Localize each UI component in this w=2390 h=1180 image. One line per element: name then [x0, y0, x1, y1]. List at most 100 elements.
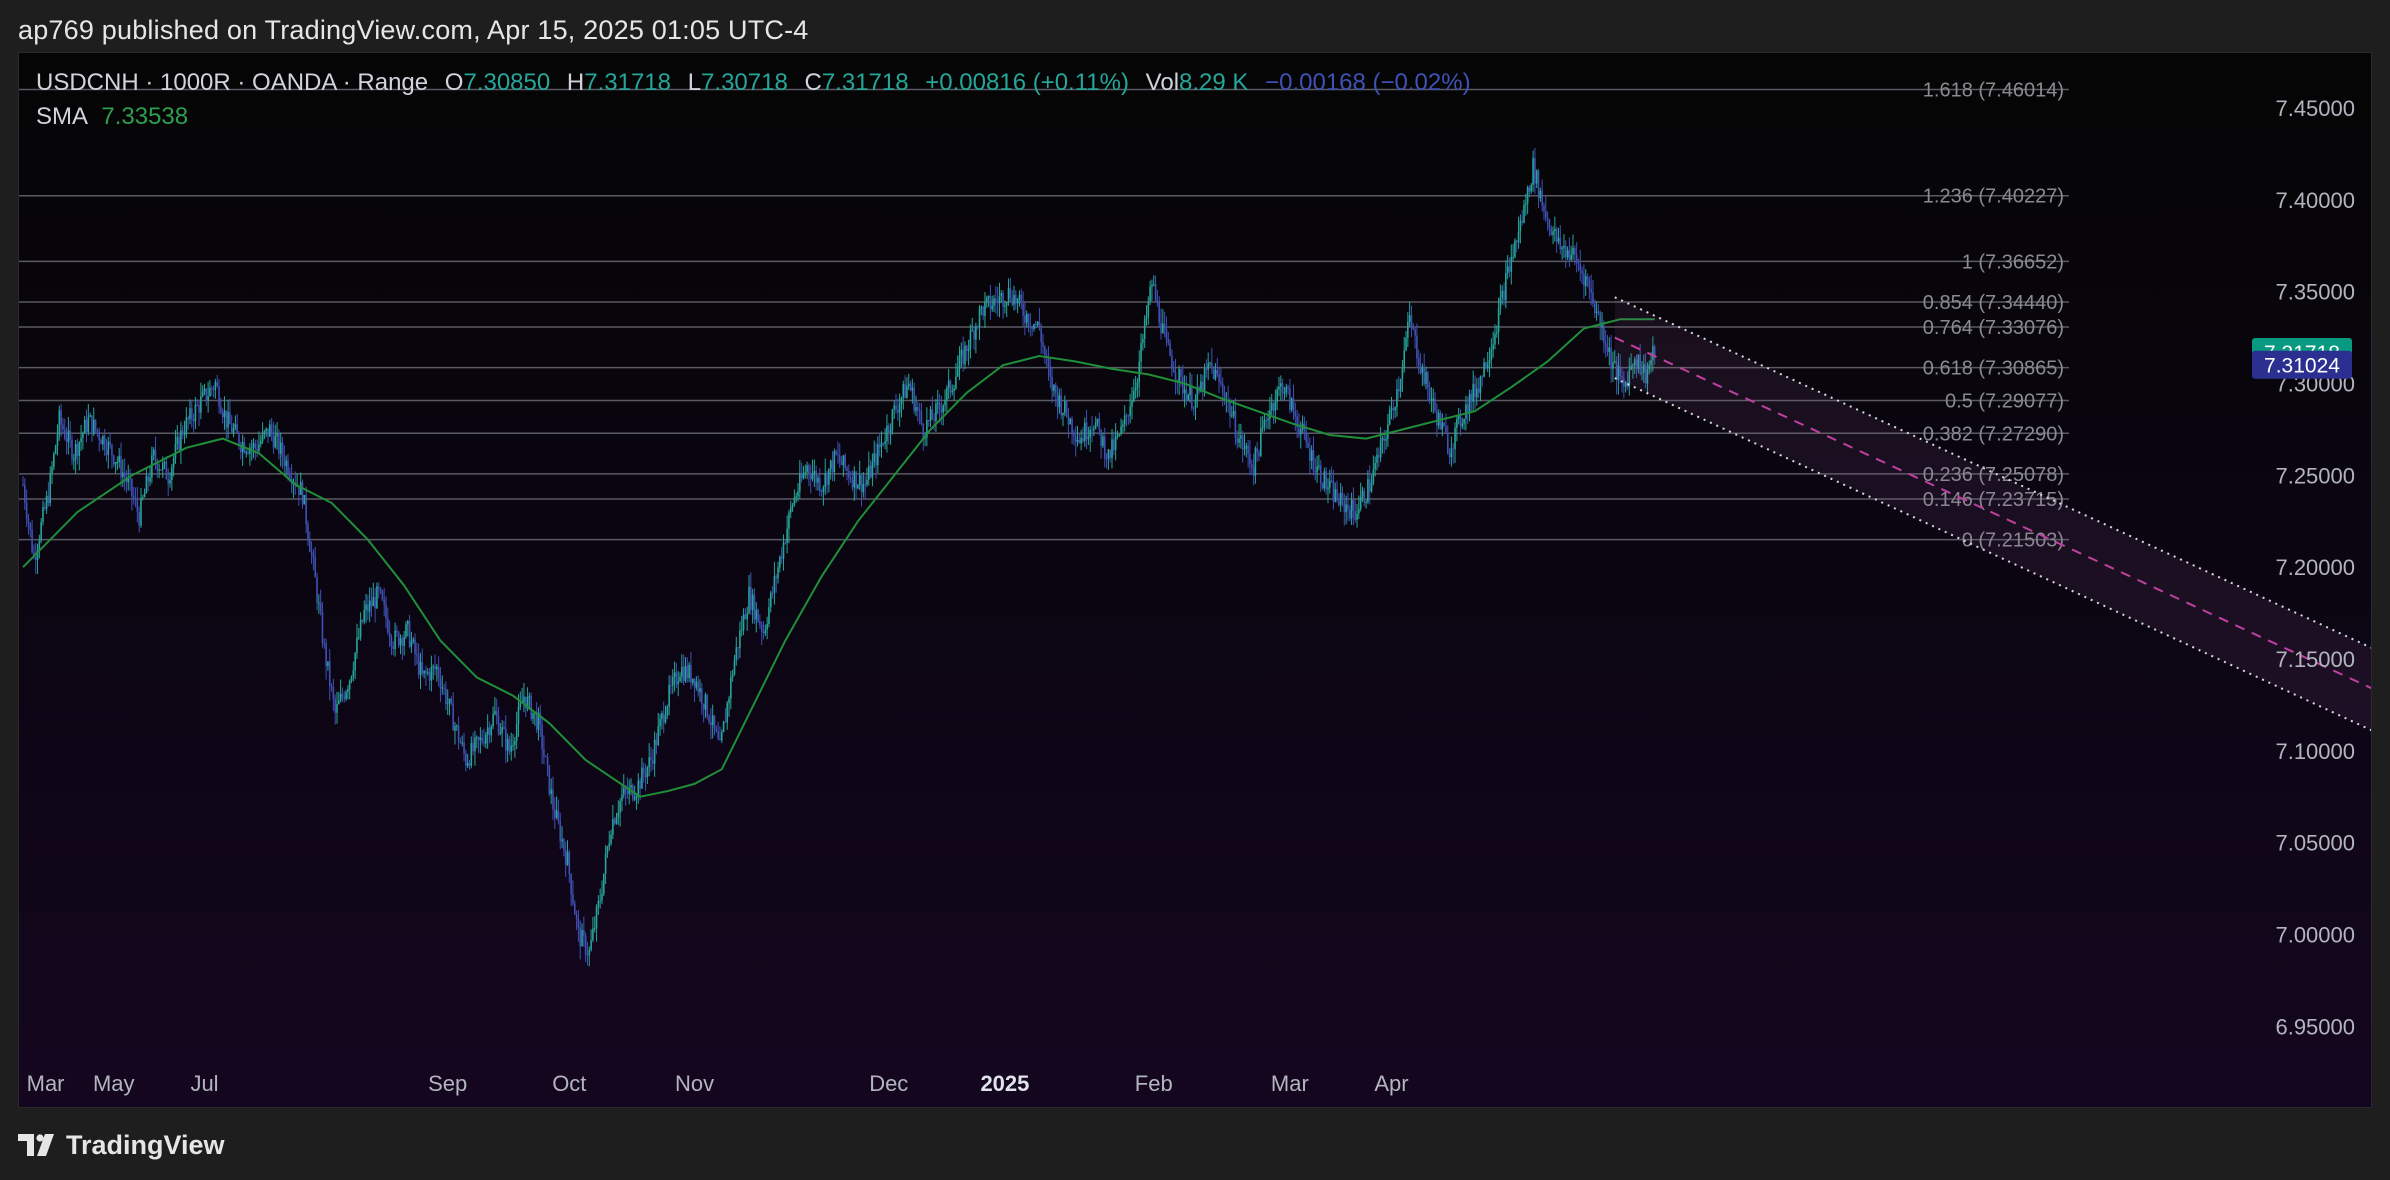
candle[interactable]	[470, 736, 473, 769]
candle[interactable]	[1285, 383, 1288, 398]
candle[interactable]	[1597, 304, 1600, 316]
candle[interactable]	[87, 403, 90, 436]
candle[interactable]	[833, 448, 836, 482]
candle[interactable]	[192, 413, 195, 434]
candle[interactable]	[853, 466, 856, 501]
candle[interactable]	[1289, 378, 1291, 414]
candle[interactable]	[343, 691, 346, 703]
candle[interactable]	[1506, 255, 1509, 280]
candle[interactable]	[1054, 382, 1057, 407]
candle[interactable]	[189, 399, 191, 425]
candle[interactable]	[967, 339, 970, 366]
candle[interactable]	[345, 689, 347, 702]
candle[interactable]	[134, 487, 137, 508]
candle[interactable]	[136, 486, 139, 523]
candle[interactable]	[1403, 336, 1406, 373]
candle[interactable]	[1474, 375, 1476, 410]
candle[interactable]	[1485, 361, 1487, 370]
candle[interactable]	[283, 445, 286, 475]
candle[interactable]	[882, 442, 885, 447]
candle[interactable]	[661, 710, 663, 730]
candle[interactable]	[1339, 483, 1342, 512]
candle[interactable]	[1505, 260, 1507, 309]
candle[interactable]	[305, 486, 307, 534]
candle[interactable]	[1593, 299, 1596, 318]
candle[interactable]	[1550, 225, 1553, 236]
candle[interactable]	[1123, 405, 1126, 432]
candle[interactable]	[1125, 413, 1128, 427]
candle[interactable]	[969, 324, 972, 359]
candle[interactable]	[394, 622, 396, 657]
candle[interactable]	[523, 682, 525, 713]
candle[interactable]	[1229, 397, 1231, 428]
candle[interactable]	[65, 427, 68, 455]
candle[interactable]	[1129, 393, 1131, 424]
candle[interactable]	[1590, 274, 1592, 306]
candle[interactable]	[922, 422, 925, 451]
candle[interactable]	[955, 363, 957, 391]
candle[interactable]	[976, 325, 979, 330]
candle[interactable]	[370, 587, 373, 617]
candle[interactable]	[1621, 367, 1623, 393]
candle[interactable]	[1603, 320, 1605, 354]
candle[interactable]	[828, 468, 830, 493]
candle[interactable]	[548, 765, 551, 797]
candle[interactable]	[43, 502, 46, 512]
candle[interactable]	[1543, 202, 1545, 221]
candle[interactable]	[25, 489, 28, 527]
candle[interactable]	[169, 472, 171, 488]
candle[interactable]	[1470, 389, 1473, 412]
candle[interactable]	[926, 407, 928, 446]
candle[interactable]	[719, 726, 721, 741]
candle[interactable]	[1350, 492, 1353, 526]
candle[interactable]	[1459, 409, 1462, 436]
candle[interactable]	[176, 425, 179, 450]
candle[interactable]	[800, 462, 803, 483]
candle[interactable]	[1113, 431, 1115, 456]
candle[interactable]	[711, 704, 714, 739]
candle[interactable]	[579, 920, 582, 960]
candle[interactable]	[684, 657, 687, 683]
candle[interactable]	[1653, 344, 1656, 365]
candle[interactable]	[76, 438, 79, 465]
candle[interactable]	[604, 845, 607, 885]
candle[interactable]	[795, 492, 797, 503]
candle[interactable]	[1552, 226, 1554, 245]
candle[interactable]	[1047, 346, 1050, 381]
candle[interactable]	[274, 424, 277, 449]
candle[interactable]	[40, 517, 42, 544]
candle[interactable]	[659, 713, 661, 736]
candle[interactable]	[63, 418, 66, 441]
candle[interactable]	[423, 670, 425, 679]
candle[interactable]	[1080, 429, 1082, 451]
candle[interactable]	[653, 731, 656, 777]
candle[interactable]	[439, 667, 442, 703]
candle[interactable]	[321, 602, 324, 648]
candle[interactable]	[1145, 305, 1148, 326]
candle[interactable]	[83, 415, 86, 434]
candle[interactable]	[1102, 432, 1104, 449]
candle[interactable]	[1142, 334, 1144, 351]
candle[interactable]	[96, 428, 99, 438]
candle[interactable]	[399, 634, 402, 655]
candle[interactable]	[724, 708, 727, 723]
candle[interactable]	[797, 483, 799, 502]
candle[interactable]	[1410, 305, 1413, 338]
candle[interactable]	[457, 716, 460, 750]
candle[interactable]	[893, 400, 895, 419]
candle[interactable]	[145, 468, 148, 494]
candle[interactable]	[539, 704, 542, 737]
candle[interactable]	[964, 341, 966, 370]
candle[interactable]	[813, 459, 816, 487]
candle[interactable]	[171, 463, 173, 491]
candle[interactable]	[230, 415, 233, 434]
candle[interactable]	[1094, 416, 1097, 430]
candle[interactable]	[1642, 354, 1645, 384]
candle[interactable]	[216, 374, 219, 388]
candle[interactable]	[1310, 445, 1313, 470]
candle[interactable]	[1076, 425, 1079, 447]
candle[interactable]	[1111, 428, 1113, 469]
candle[interactable]	[637, 773, 640, 804]
candle[interactable]	[1612, 351, 1614, 382]
candle[interactable]	[1020, 288, 1023, 310]
